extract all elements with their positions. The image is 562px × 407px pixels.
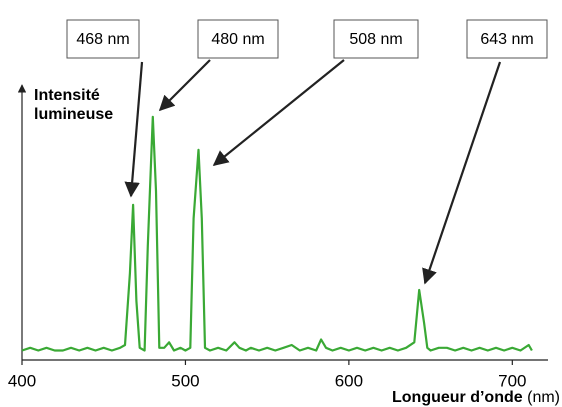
spectrum-line xyxy=(21,115,533,352)
annotation: 508 nm xyxy=(349,31,402,48)
annotation: 468 nm xyxy=(76,31,129,48)
x-tick-label: 400 xyxy=(8,371,36,390)
annotation-box xyxy=(197,19,279,59)
annotation-box xyxy=(466,19,548,59)
annotation-box xyxy=(333,19,419,59)
arrows xyxy=(124,59,502,285)
x-tick-label: 500 xyxy=(171,371,199,390)
arrow xyxy=(422,61,502,285)
annotation: 480 nm xyxy=(211,31,264,48)
x-axis-label-text: Longueur d’onde xyxy=(392,389,523,406)
y-axis-label: Intensité xyxy=(34,87,100,104)
annotation-box xyxy=(66,19,140,59)
x-tick-label: 600 xyxy=(335,371,363,390)
arrow xyxy=(158,59,211,112)
annotation: 643 nm xyxy=(480,31,533,48)
x-tick-label: 700 xyxy=(498,371,526,390)
arrow xyxy=(124,61,144,198)
y-axis-label: lumineuse xyxy=(34,106,113,123)
arrow xyxy=(212,59,345,166)
annotation-boxes xyxy=(66,19,548,59)
x-axis-label: Longueur d’onde (nm) xyxy=(392,389,560,406)
x-axis-unit: (nm) xyxy=(527,389,560,406)
